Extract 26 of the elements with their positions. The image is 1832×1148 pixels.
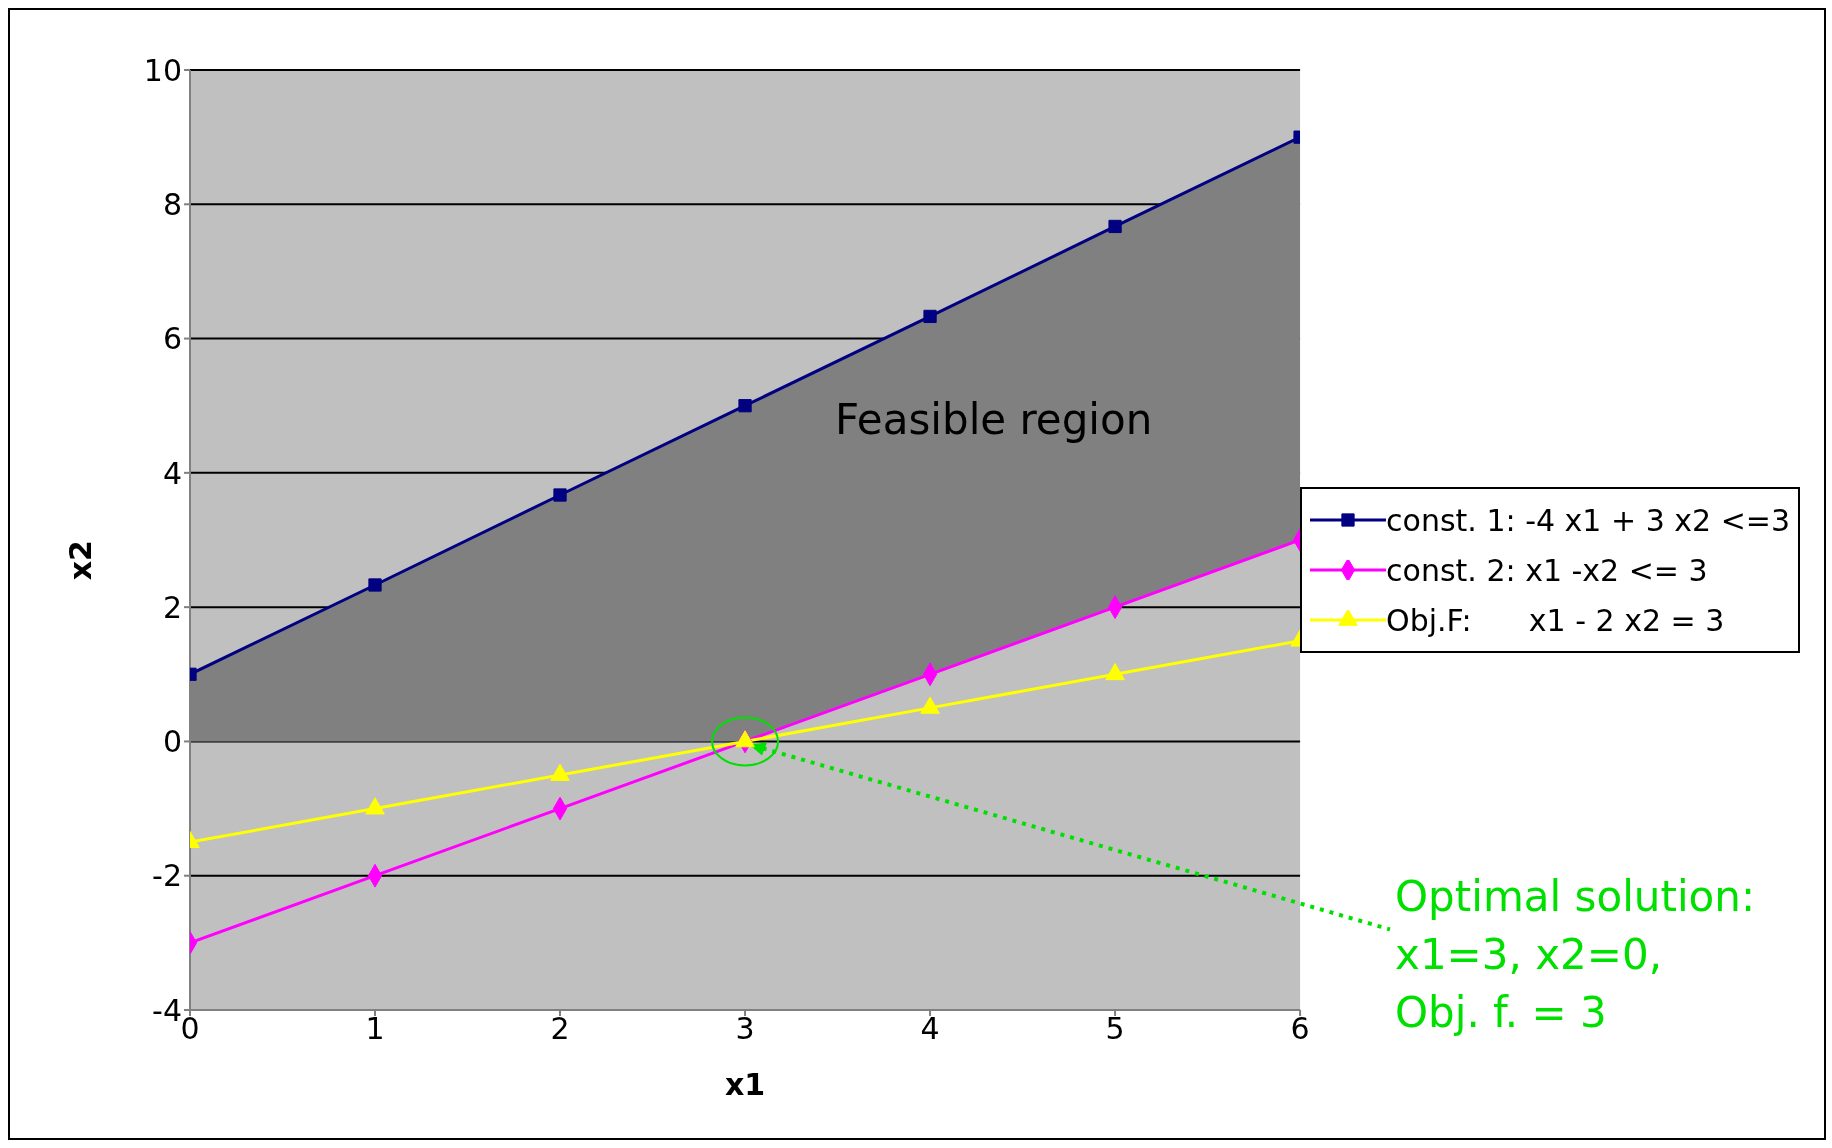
point: [368, 578, 382, 592]
y-tick-label: 0: [162, 724, 182, 760]
legend-label: Obj.F: x1 - 2 x2 = 3: [1386, 602, 1725, 638]
y-tick-label: 6: [162, 321, 182, 357]
x-tick-label: 6: [1290, 1011, 1310, 1047]
y-axis-title: x2: [62, 540, 98, 581]
annotation: Feasible region: [835, 395, 1153, 444]
y-tick-label: 4: [162, 455, 182, 491]
point: [738, 399, 752, 413]
point: [553, 488, 567, 502]
y-tick-label: -4: [152, 992, 182, 1028]
point: [923, 309, 937, 324]
x-tick-label: 4: [920, 1011, 940, 1047]
x-tick-label: 1: [365, 1011, 385, 1047]
x-tick-label: 3: [735, 1011, 755, 1047]
annotation: Optimal solution: x1=3, x2=0, Obj. f. = 3: [1395, 872, 1756, 1038]
x-axis-title: x1: [724, 1067, 766, 1102]
y-tick-label: -2: [152, 858, 182, 894]
y-tick-label: 8: [162, 186, 182, 222]
y-tick-label: 2: [162, 589, 182, 625]
y-tick-label: 10: [143, 52, 182, 88]
legend-label: const. 2: x1 -x2 <= 3: [1386, 552, 1708, 588]
x-tick-label: 2: [550, 1011, 570, 1047]
legend-label: const. 1: -4 x1 + 3 x2 <=3: [1386, 502, 1790, 538]
x-tick-label: 5: [1105, 1011, 1125, 1047]
point: [1108, 219, 1122, 234]
